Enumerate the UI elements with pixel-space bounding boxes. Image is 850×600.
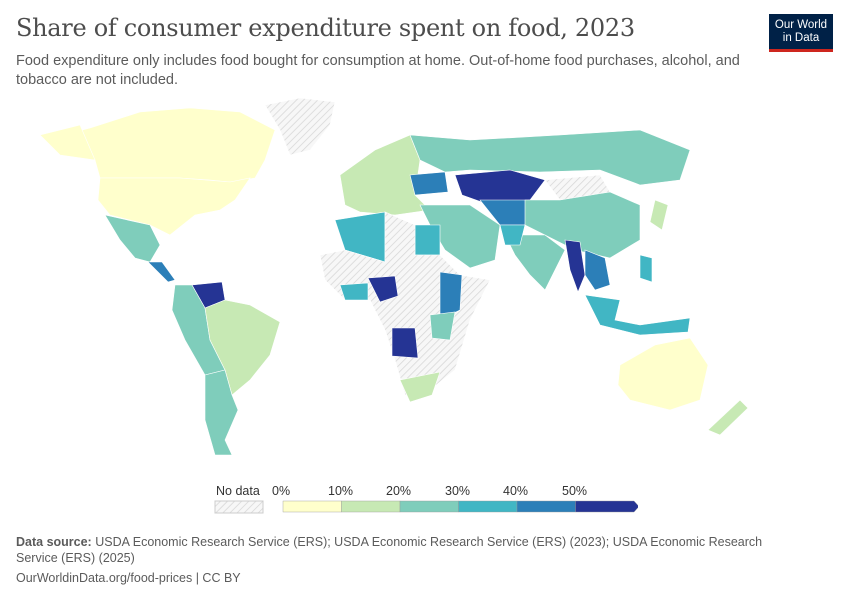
west-africa[interactable] <box>339 282 369 301</box>
alaska[interactable] <box>39 124 96 161</box>
tanzania[interactable] <box>429 311 456 341</box>
owid-logo[interactable]: Our World in Data <box>769 14 833 52</box>
subtitle: Food expenditure only includes food boug… <box>16 53 740 88</box>
ukraine[interactable] <box>409 171 449 196</box>
legend-bin-5[interactable] <box>575 500 639 513</box>
pakistan[interactable] <box>499 224 526 246</box>
australia[interactable] <box>617 337 709 411</box>
indonesia[interactable] <box>584 294 691 336</box>
legend-bin-1[interactable] <box>341 500 401 513</box>
legend-no-data-swatch <box>214 500 264 514</box>
legend-bin-4[interactable] <box>516 500 576 513</box>
nigeria[interactable] <box>367 275 399 303</box>
world-map[interactable] <box>0 95 850 475</box>
east-africa[interactable] <box>439 271 463 321</box>
china[interactable] <box>524 191 641 259</box>
india[interactable] <box>504 234 566 291</box>
central-america[interactable] <box>147 261 176 283</box>
europe[interactable] <box>339 134 431 216</box>
legend-tick-30: 30% <box>445 484 471 498</box>
legend-bin-0[interactable] <box>282 500 342 513</box>
japan[interactable] <box>649 199 669 231</box>
legend-tick-20: 20% <box>386 484 412 498</box>
new-zealand[interactable] <box>707 399 749 436</box>
data-source-label: Data source: <box>16 535 92 549</box>
legend-tick-10: 10% <box>328 484 354 498</box>
footer-url[interactable]: OurWorldinData.org/food-prices | CC BY <box>16 571 241 585</box>
myanmar[interactable] <box>564 239 586 293</box>
page-title: Share of consumer expenditure spent on f… <box>16 14 635 42</box>
legend-tick-50: 50% <box>562 484 588 498</box>
data-source-text: USDA Economic Research Service (ERS); US… <box>16 535 763 565</box>
legend-tick-0: 0% <box>272 484 291 498</box>
egypt[interactable] <box>414 224 441 256</box>
southeast-asia[interactable] <box>584 249 611 291</box>
legend-no-data-label: No data <box>216 484 260 498</box>
brazil[interactable] <box>204 299 281 396</box>
legend-bin-2[interactable] <box>399 500 459 513</box>
philippines[interactable] <box>639 254 653 283</box>
legend-tick-40: 40% <box>503 484 529 498</box>
data-source: Data source: USDA Economic Research Serv… <box>16 534 776 566</box>
africa-nodata[interactable] <box>319 211 491 396</box>
legend-color-bar <box>282 500 639 513</box>
canada[interactable] <box>44 107 276 183</box>
south-africa[interactable] <box>399 371 441 403</box>
greenland[interactable] <box>264 97 336 156</box>
southern-cone[interactable] <box>204 369 239 456</box>
angola[interactable] <box>391 327 419 359</box>
russia[interactable] <box>409 129 691 186</box>
legend-bin-3[interactable] <box>458 500 518 513</box>
usa[interactable] <box>97 177 251 236</box>
